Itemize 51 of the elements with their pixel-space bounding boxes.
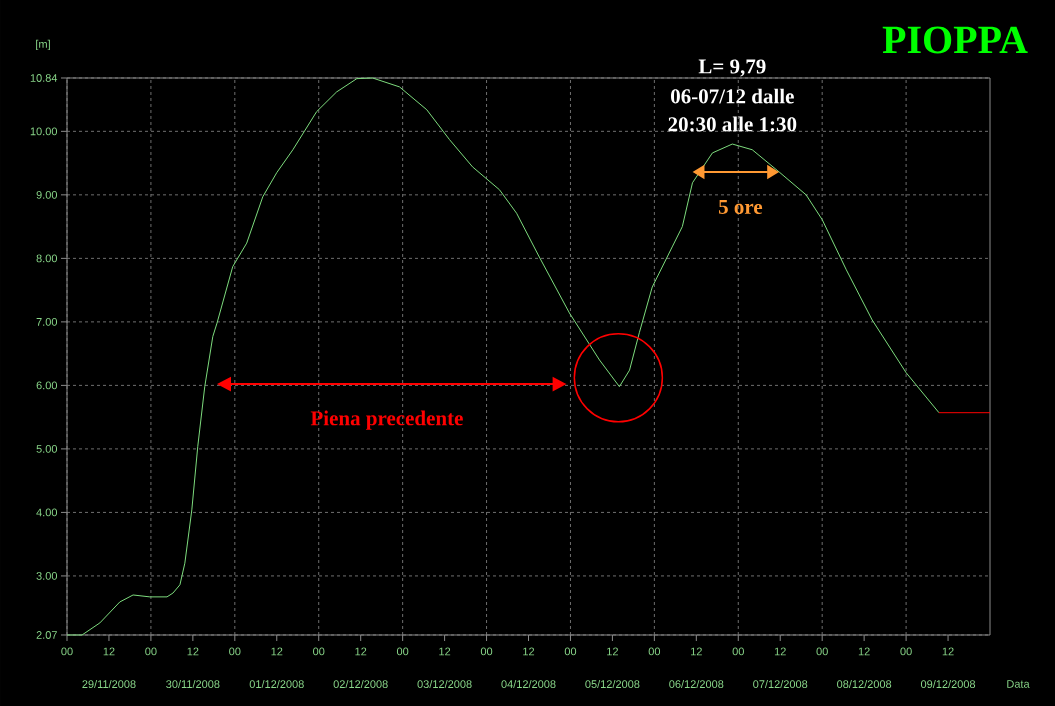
y-tick-label: 8.00: [36, 254, 58, 263]
x-tick-label: 12: [858, 647, 870, 656]
annotation: 06-07/12 dalle: [671, 88, 794, 104]
y-tick-label: 7.00: [36, 317, 58, 326]
x-tick-label: 12: [355, 647, 367, 656]
y-tick-label: 3.00: [36, 572, 58, 580]
text: 01/12/2008: [249, 679, 304, 689]
text: 03/12/2008: [417, 679, 472, 689]
text: 07/12/2008: [753, 679, 808, 689]
text: 06/12/2008: [669, 679, 724, 689]
text: 09/12/2008: [920, 679, 976, 689]
x-tick-label: 00: [900, 647, 912, 656]
x-tick-label: 12: [607, 647, 618, 656]
x-tick-label: 00: [396, 647, 409, 656]
x-tick-label: 00: [61, 647, 73, 656]
text: 04/12/2008: [501, 679, 556, 689]
text: L= 9,79: [698, 59, 766, 77]
x-tick-label: 00: [313, 647, 325, 656]
x-tick-label: 00: [480, 647, 493, 656]
annotation: Piena precedente: [310, 410, 463, 430]
x-tick-label: 12: [103, 647, 115, 656]
x-tick-label: 12: [187, 647, 199, 656]
x-tick-label: 00: [564, 647, 577, 656]
y-tick-label: 5.00: [36, 445, 58, 453]
y-tick-label: 6.00: [36, 381, 58, 390]
text: 02/12/2008: [333, 679, 388, 689]
text: 08/12/2008: [837, 679, 892, 689]
annotation: 5 ore: [718, 200, 763, 214]
x-tick-label: 00: [732, 647, 744, 656]
text: 29/11/2008: [82, 679, 136, 689]
x-tick-label: 12: [774, 647, 786, 656]
y-tick-label: 4.00: [36, 508, 58, 517]
y-tick-label: 10.00: [30, 127, 58, 136]
y-axis-title: [m]: [36, 39, 50, 51]
text: 30/11/2008: [166, 679, 220, 689]
x-tick-label: 12: [271, 647, 283, 656]
x-tick-label: 12: [691, 647, 702, 656]
x-tick-label: 12: [523, 647, 535, 656]
y-tick-label: 10.84: [30, 74, 58, 82]
x-tick-label: 00: [229, 647, 241, 656]
y-tick-label: 9.00: [36, 190, 58, 199]
chart-title: PIOPPA: [882, 26, 1028, 54]
annotation: 20:30 alle 1:30: [668, 116, 797, 132]
x-tick-label: 12: [439, 647, 451, 656]
x-axis-title: Data: [1007, 680, 1030, 688]
x-tick-label: 00: [816, 647, 828, 656]
x-tick-label: 00: [648, 647, 661, 656]
x-tick-label: 00: [145, 647, 157, 656]
y-tick-label: 2.07: [36, 631, 57, 639]
x-tick-label: 12: [942, 647, 954, 656]
text: 05/12/2008: [585, 679, 640, 689]
